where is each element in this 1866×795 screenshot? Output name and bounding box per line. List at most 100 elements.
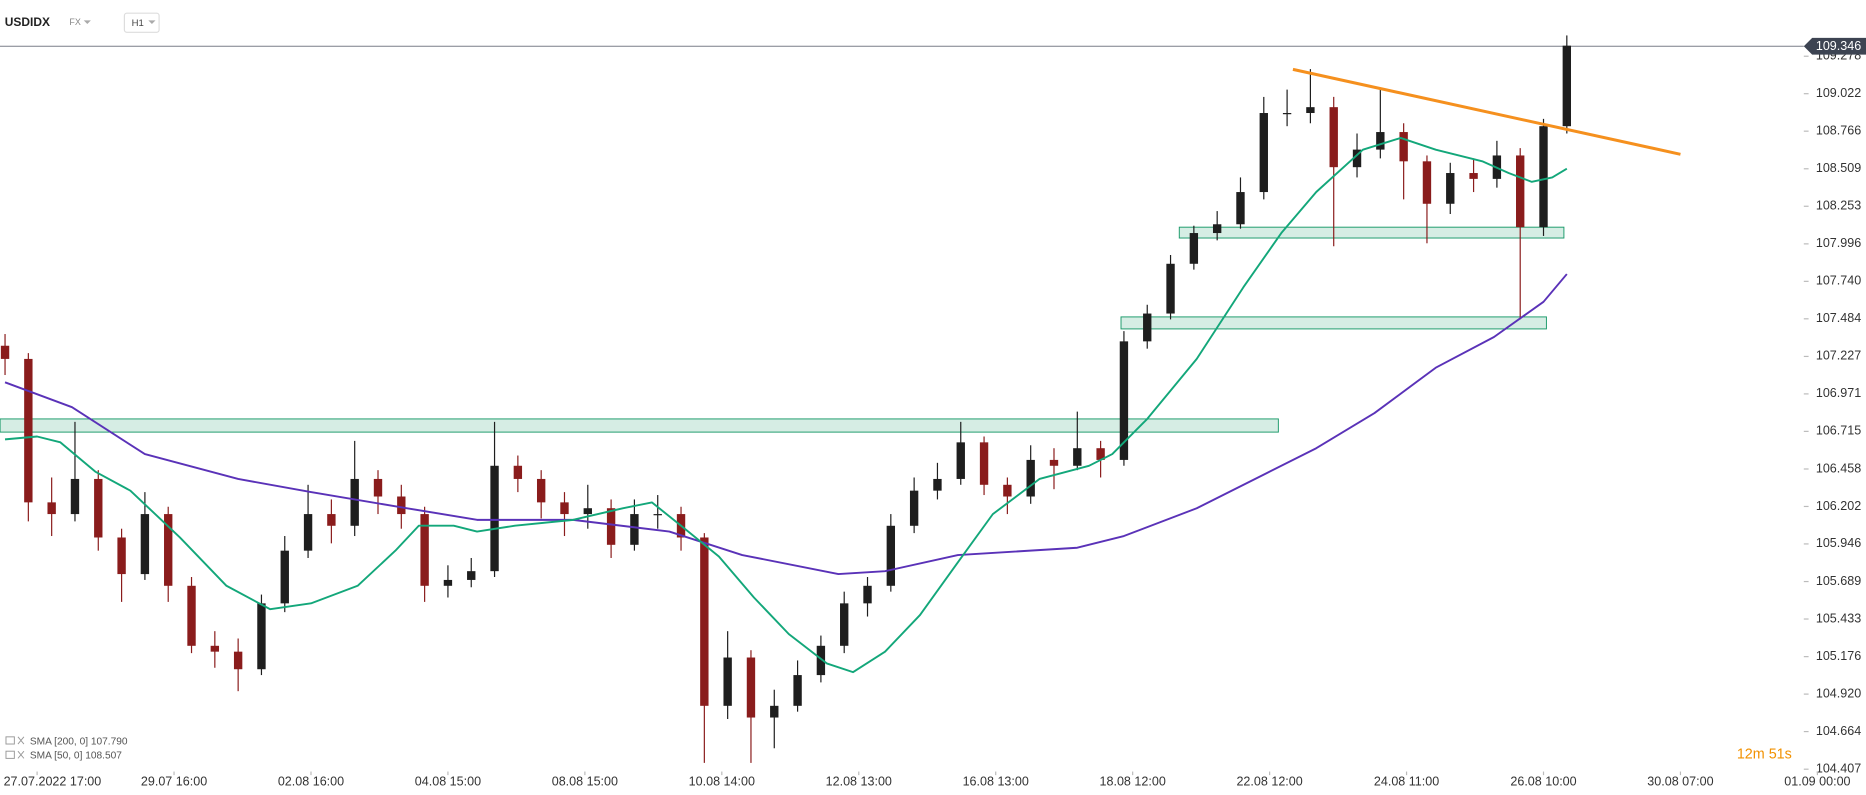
trendline bbox=[1292, 67, 1681, 156]
x-tick-label: 22.08 12:00 bbox=[1236, 775, 1302, 789]
candle-body bbox=[863, 585, 872, 604]
market-caret[interactable] bbox=[83, 20, 91, 24]
candle-body bbox=[1189, 233, 1199, 264]
candle-body bbox=[1282, 113, 1292, 115]
candle-body bbox=[886, 525, 896, 586]
candle-body bbox=[956, 442, 965, 479]
candle-body bbox=[1376, 132, 1385, 150]
candle-body bbox=[1399, 132, 1408, 162]
x-tick-label: 26.08 10:00 bbox=[1510, 775, 1576, 789]
candle-body bbox=[187, 585, 196, 646]
market: FX bbox=[69, 17, 80, 27]
y-tick-label: 106.458 bbox=[1816, 461, 1861, 475]
candle-body bbox=[700, 537, 709, 706]
sma-line bbox=[4, 273, 1568, 576]
candle-body bbox=[467, 571, 476, 580]
candle-body bbox=[630, 514, 639, 545]
candle-body bbox=[257, 603, 266, 670]
candle-body bbox=[280, 550, 289, 604]
interval-box[interactable] bbox=[123, 12, 160, 33]
y-tick-label: 106.202 bbox=[1816, 499, 1861, 513]
y-tick-label: 108.509 bbox=[1816, 161, 1861, 175]
candle-body bbox=[24, 358, 33, 503]
candle-body bbox=[793, 675, 802, 706]
candle-body bbox=[1259, 113, 1268, 193]
candle-body bbox=[653, 514, 662, 516]
candle-body bbox=[233, 651, 243, 670]
candle-body bbox=[933, 478, 942, 491]
candle-body bbox=[606, 508, 616, 545]
x-tick-label: 16.08 13:00 bbox=[963, 775, 1029, 789]
candle-body bbox=[94, 478, 103, 538]
legend-icon[interactable] bbox=[5, 750, 15, 759]
support-zone bbox=[0, 418, 1279, 433]
candle-body bbox=[536, 478, 546, 503]
legend-close[interactable] bbox=[17, 736, 25, 745]
support-zone bbox=[1178, 226, 1565, 239]
y-tick-label: 104.407 bbox=[1816, 762, 1861, 776]
candle-body bbox=[723, 657, 732, 706]
interval-caret[interactable] bbox=[148, 20, 156, 24]
support-zone bbox=[1120, 316, 1547, 330]
x-tick-label: 29.07 16:00 bbox=[141, 775, 207, 789]
candle-body bbox=[327, 514, 336, 526]
x-tick-label: 30.08 07:00 bbox=[1647, 775, 1713, 789]
candle-body bbox=[979, 442, 989, 485]
candle-body bbox=[140, 514, 150, 575]
y-tick-label: 105.946 bbox=[1816, 536, 1861, 550]
y-tick-label: 107.484 bbox=[1816, 311, 1861, 325]
candle-body bbox=[164, 514, 173, 586]
legend-close[interactable] bbox=[17, 750, 25, 759]
candle-body bbox=[513, 465, 523, 479]
interval[interactable]: H1 bbox=[132, 18, 144, 29]
candle-body bbox=[1212, 224, 1222, 234]
y-tick-label: 107.740 bbox=[1816, 274, 1861, 288]
candle-body bbox=[1166, 263, 1175, 314]
candle-body bbox=[1516, 155, 1525, 228]
candle-body bbox=[1236, 192, 1245, 225]
header: USDIDX FX H1 bbox=[5, 12, 160, 33]
x-tick-label: 12.08 13:00 bbox=[826, 775, 892, 789]
y-tick-label: 105.176 bbox=[1816, 649, 1861, 663]
x-tick-label: 18.08 12:00 bbox=[1100, 775, 1166, 789]
candle-body bbox=[909, 490, 919, 526]
x-tick-label: 27.07.2022 17:00 bbox=[4, 775, 102, 789]
y-tick-label: 108.766 bbox=[1816, 123, 1861, 137]
legend-icon[interactable] bbox=[5, 736, 15, 745]
candle-body bbox=[70, 478, 80, 515]
candle-body bbox=[1073, 448, 1082, 466]
candle-body bbox=[583, 508, 592, 515]
y-tick-label: 107.227 bbox=[1816, 349, 1861, 363]
y-tick-label: 105.689 bbox=[1816, 574, 1861, 588]
y-tick-label: 108.253 bbox=[1816, 199, 1861, 213]
y-tick-label: 105.433 bbox=[1816, 611, 1861, 625]
candle-body bbox=[1446, 173, 1455, 204]
x-tick-label: 24.08 11:00 bbox=[1374, 775, 1439, 789]
candle-body bbox=[560, 502, 569, 515]
legend-entry: SMA [50, 0] 108.507 bbox=[30, 751, 122, 762]
symbol[interactable]: USDIDX bbox=[5, 15, 50, 29]
candle-body bbox=[117, 537, 126, 575]
candle-body bbox=[0, 345, 10, 359]
y-tick-label: 104.920 bbox=[1816, 686, 1861, 700]
candle-body bbox=[1119, 341, 1129, 460]
candle-body bbox=[1562, 45, 1572, 127]
candle-body bbox=[47, 502, 56, 515]
candle-body bbox=[1049, 459, 1059, 466]
candle-body bbox=[303, 514, 313, 551]
x-tick-label: 01.09 00:00 bbox=[1784, 775, 1850, 789]
indicator-legend: SMA [200, 0] 107.790 SMA [50, 0] 108.507 bbox=[5, 736, 128, 762]
last-price-tag bbox=[1803, 37, 1866, 55]
candle-body bbox=[420, 514, 429, 586]
candle-body bbox=[210, 645, 220, 652]
y-tick-label: 109.022 bbox=[1816, 86, 1861, 100]
candle-body bbox=[840, 603, 849, 646]
candle-body bbox=[770, 705, 779, 718]
y-tick-label: 106.971 bbox=[1816, 386, 1861, 400]
y-tick-label: 104.664 bbox=[1816, 724, 1861, 738]
candle-body bbox=[443, 579, 453, 586]
candle-body bbox=[1143, 313, 1152, 342]
plot-area: 109.278109.022108.766108.509108.253107.9… bbox=[0, 35, 1866, 789]
